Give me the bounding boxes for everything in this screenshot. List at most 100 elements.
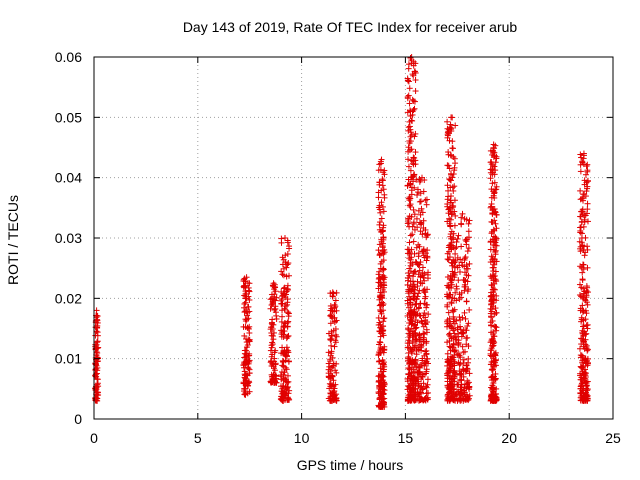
data-point [584,168,591,175]
data-point [576,281,583,288]
data-point [446,343,453,350]
data-point [466,370,473,377]
data-point [447,367,454,374]
data-point [404,312,411,319]
data-point [447,382,454,389]
data-point [405,163,412,170]
data-point [377,275,384,282]
data-point [444,356,451,363]
data-point [492,220,499,227]
data-point [584,378,591,385]
data-point [409,108,416,115]
data-point [404,357,411,364]
data-point [407,181,414,188]
data-point [283,352,290,359]
data-point [493,327,500,334]
data-point [451,375,458,382]
data-point [450,327,457,334]
data-point [282,376,289,383]
data-point [327,381,334,388]
data-point [577,151,584,158]
data-point [489,366,496,373]
data-point [406,118,413,125]
data-point [406,286,413,293]
data-point [412,88,419,95]
data-point [579,396,586,403]
data-point [242,375,249,382]
data-point [576,238,583,245]
data-point [408,370,415,377]
data-point [452,122,459,129]
data-point [241,350,248,357]
y-tick-label: 0.05 [55,109,82,125]
data-point [460,366,467,373]
data-point [277,372,284,379]
data-point [278,297,285,304]
data-point [327,320,334,327]
data-point [421,277,428,284]
data-point [466,392,473,399]
data-point [490,264,497,271]
data-point [379,328,386,335]
data-point [448,390,455,397]
data-point [445,206,452,213]
data-point [268,357,275,364]
data-point [487,361,494,368]
data-point [282,357,289,364]
data-point [243,339,250,346]
data-point [329,289,336,296]
data-point [409,339,416,346]
data-point [577,213,584,220]
data-point [447,197,454,204]
data-point [410,171,417,178]
data-point [271,367,278,374]
data-point [424,381,431,388]
data-point [423,201,430,208]
data-point [444,362,451,369]
data-point [487,246,494,253]
data-point [408,320,415,327]
data-point [408,348,415,355]
data-point [272,347,279,354]
data-point [269,339,276,346]
data-point [423,358,430,365]
data-point [489,228,496,235]
data-point [453,283,460,290]
data-point [280,272,287,279]
data-point [410,97,417,104]
data-point [410,220,417,227]
data-point [492,357,499,364]
data-point [584,301,591,308]
data-point [577,161,584,168]
data-point [584,206,591,213]
data-point [489,387,496,394]
data-point [445,309,452,316]
data-point [414,186,421,193]
data-point [488,200,495,207]
data-point [465,228,472,235]
data-point [416,287,423,294]
data-point [279,382,286,389]
data-point [451,155,458,162]
y-axis-label: ROTI / TECUs [5,195,21,285]
data-point [444,320,451,327]
data-point [245,336,252,343]
data-point [415,290,422,297]
data-point [416,332,423,339]
data-point [464,248,471,255]
data-point [465,320,472,327]
data-point [458,390,465,397]
data-point [415,207,422,214]
data-point [464,323,471,330]
data-point [456,262,463,269]
data-point [278,268,285,275]
data-point [375,389,382,396]
data-point [271,291,278,298]
data-point [423,329,430,336]
data-point [444,291,451,298]
data-point [378,385,385,392]
data-point [417,177,424,184]
data-point [449,294,456,301]
x-tick-label: 10 [294,430,310,446]
data-point [242,371,249,378]
